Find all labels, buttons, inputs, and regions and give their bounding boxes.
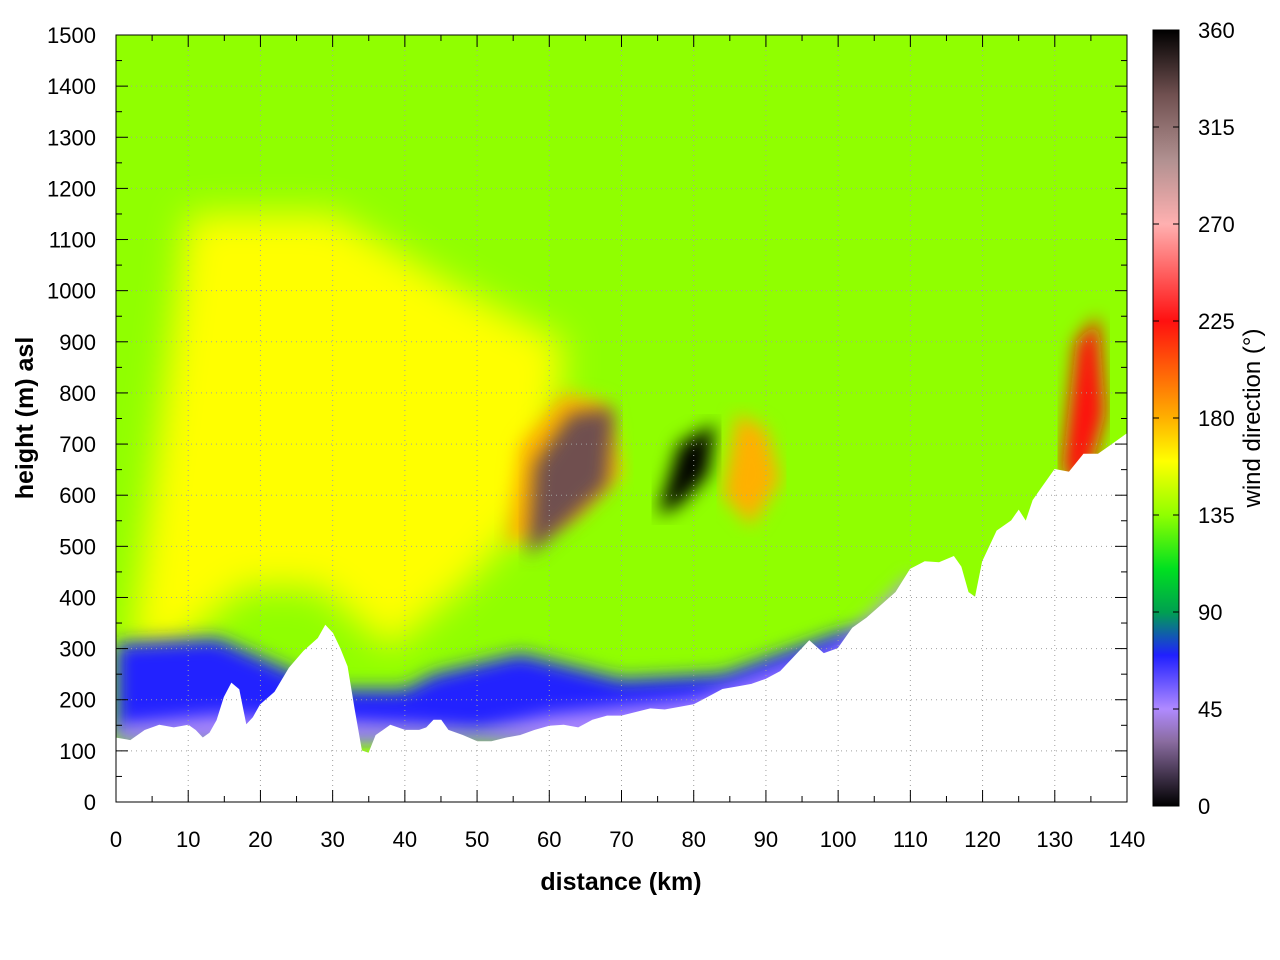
colorbar-tick-label: 180 bbox=[1198, 406, 1235, 431]
y-tick-label: 1000 bbox=[47, 279, 96, 304]
y-tick-label: 300 bbox=[59, 637, 96, 662]
y-tick-label: 0 bbox=[84, 790, 96, 815]
x-tick-label: 10 bbox=[176, 827, 200, 852]
y-axis: 0 100 200 300 400 500 600 700 800 900 1000 1100 1200… bbox=[47, 23, 1127, 815]
colorbar-ticks: 0 45 90 135 180 225 270 315 360 bbox=[1153, 18, 1235, 819]
y-tick-label: 1200 bbox=[47, 176, 96, 201]
region-1 bbox=[130, 214, 564, 649]
colorbar-title: wind direction (°) bbox=[1239, 329, 1266, 509]
y-tick-label: 100 bbox=[59, 739, 96, 764]
x-tick-label: 140 bbox=[1109, 827, 1146, 852]
y-tick-label: 1400 bbox=[47, 74, 96, 99]
colorbar-tick-label: 0 bbox=[1198, 794, 1210, 819]
region-6 bbox=[657, 423, 716, 516]
x-axis-title: distance (km) bbox=[540, 868, 701, 896]
region-8 bbox=[1062, 316, 1106, 496]
terrain-line bbox=[116, 433, 1127, 755]
x-tick-label: 20 bbox=[248, 827, 272, 852]
y-axis-title: height (m) asl bbox=[11, 337, 39, 500]
colorbar-tick-label: 360 bbox=[1198, 18, 1235, 43]
y-tick-label: 1500 bbox=[47, 23, 96, 48]
x-axis: 0 10 20 30 40 50 60 70 80 90 100 110 120 130 140 bbox=[110, 35, 1145, 852]
colorbar-tick-label: 135 bbox=[1198, 503, 1235, 528]
colorbar-tick-label: 270 bbox=[1198, 212, 1235, 237]
colorbar-tick-label: 90 bbox=[1198, 600, 1222, 625]
y-tick-label: 700 bbox=[59, 432, 96, 457]
y-tick-label: 900 bbox=[59, 330, 96, 355]
x-tick-label: 110 bbox=[893, 827, 928, 852]
region-7 bbox=[722, 413, 781, 526]
y-tick-label: 400 bbox=[59, 585, 96, 610]
y-tick-label: 800 bbox=[59, 381, 96, 406]
y-tick-label: 200 bbox=[59, 688, 96, 713]
y-tick-label: 600 bbox=[59, 483, 96, 508]
colorbar-tick-label: 45 bbox=[1198, 697, 1222, 722]
x-tick-label: 70 bbox=[609, 827, 633, 852]
y-tick-label: 1100 bbox=[49, 228, 96, 253]
x-tick-label: 120 bbox=[964, 827, 1001, 852]
y-tick-label: 500 bbox=[59, 534, 96, 559]
x-tick-label: 100 bbox=[820, 827, 857, 852]
x-tick-label: 130 bbox=[1036, 827, 1073, 852]
x-tick-label: 50 bbox=[465, 827, 489, 852]
x-tick-label: 60 bbox=[537, 827, 561, 852]
grid-lines bbox=[116, 35, 1127, 802]
x-tick-label: 0 bbox=[110, 827, 122, 852]
x-tick-label: 40 bbox=[393, 827, 417, 852]
y-tick-label: 1300 bbox=[47, 125, 96, 150]
x-tick-label: 80 bbox=[681, 827, 705, 852]
colorbar-tick-label: 225 bbox=[1198, 309, 1235, 334]
x-tick-label: 30 bbox=[320, 827, 344, 852]
x-tick-label: 90 bbox=[754, 827, 778, 852]
colorbar-tick-label: 315 bbox=[1198, 115, 1235, 140]
